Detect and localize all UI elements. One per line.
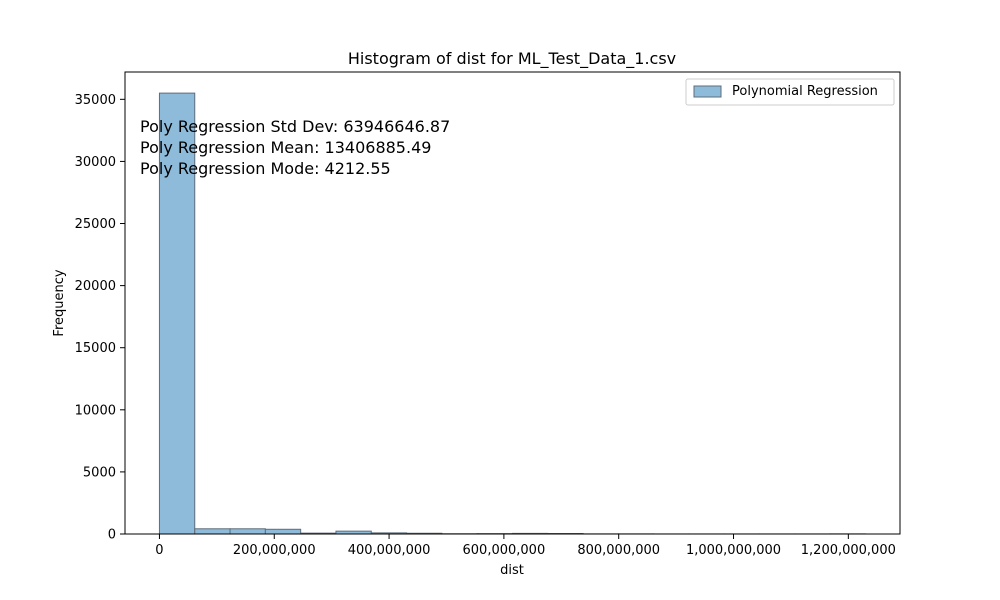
x-tick-label: 0: [155, 543, 163, 558]
y-tick-label: 15000: [75, 341, 116, 356]
stats-annotations: Poly Regression Std Dev: 63946646.87 Pol…: [140, 117, 450, 178]
x-tick-label: 600,000,000: [463, 543, 546, 558]
y-tick-label: 30000: [75, 155, 116, 170]
x-tick-label: 1,200,000,000: [801, 543, 896, 558]
y-tick-label: 35000: [75, 93, 116, 108]
stat-mean: Poly Regression Mean: 13406885.49: [140, 138, 431, 157]
y-tick-label: 10000: [75, 403, 116, 418]
legend: Polynomial Regression: [685, 78, 895, 106]
legend-entry-polynomial-regression: Polynomial Regression: [732, 84, 878, 99]
y-tick-label: 20000: [75, 279, 116, 294]
x-tick-label: 200,000,000: [233, 543, 316, 558]
x-tick-label: 400,000,000: [348, 543, 431, 558]
x-tick-label: 800,000,000: [577, 543, 660, 558]
y-axis-ticks: 0 5000 10000 15000 20000 25000 30000 35000: [75, 93, 125, 543]
histogram-bar: [158, 92, 196, 535]
x-tick-label: 1,000,000,000: [686, 543, 781, 558]
plot-area-frame: [124, 71, 901, 535]
y-tick-label: 5000: [83, 465, 116, 480]
legend-swatch: [693, 85, 722, 98]
legend-box: [685, 78, 895, 106]
chart-title: Histogram of dist for ML_Test_Data_1.csv: [348, 49, 676, 69]
stat-mode: Poly Regression Mode: 4212.55: [140, 159, 391, 178]
y-tick-label: 25000: [75, 217, 116, 232]
y-axis-label: Frequency: [52, 269, 67, 336]
histogram-bar: [229, 528, 266, 535]
x-axis-label: dist: [500, 563, 524, 578]
stat-std-dev: Poly Regression Std Dev: 63946646.87: [140, 117, 450, 136]
histogram-bar: [194, 528, 231, 535]
x-axis-ticks: 0 200,000,000 400,000,000 600,000,000 800,00…: [155, 534, 896, 558]
histogram-bar: [264, 528, 302, 535]
y-tick-label: 0: [108, 528, 116, 543]
